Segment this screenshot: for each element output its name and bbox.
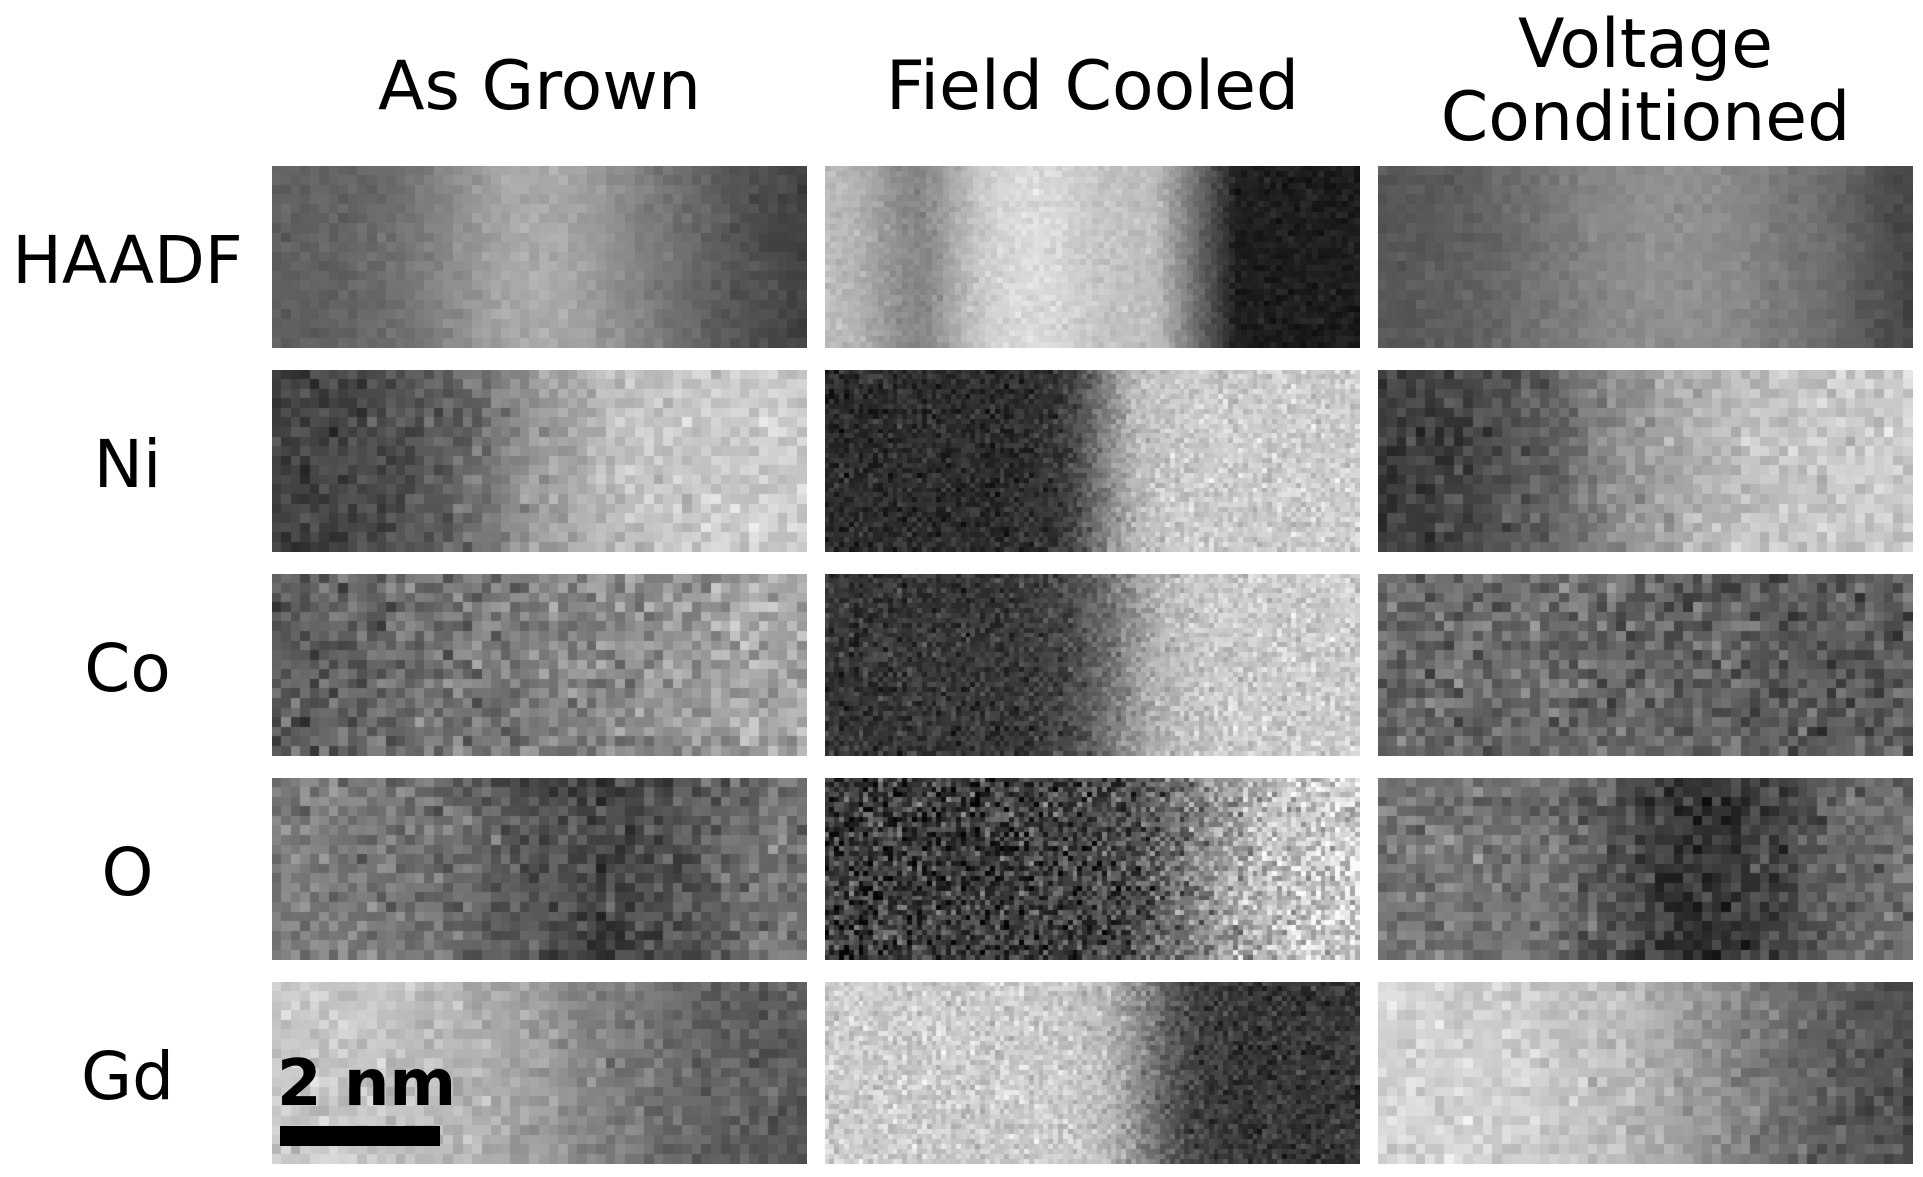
column-title-voltage-conditioned: Voltage Conditioned [1378, 8, 1913, 155]
map-co-as-grown [272, 574, 807, 756]
map-co-voltage-conditioned [1378, 574, 1913, 756]
map-ni-as-grown [272, 370, 807, 552]
row-label-o: O [0, 840, 255, 906]
map-haadf-as-grown [272, 166, 807, 348]
map-gd-voltage-conditioned [1378, 982, 1913, 1164]
column-title-as-grown: As Grown [272, 50, 807, 123]
map-haadf-voltage-conditioned [1378, 166, 1913, 348]
row-label-co: Co [0, 636, 255, 702]
map-o-voltage-conditioned [1378, 778, 1913, 960]
map-o-as-grown [272, 778, 807, 960]
scale-bar [280, 1126, 440, 1146]
column-title-field-cooled: Field Cooled [825, 50, 1360, 123]
row-label-gd: Gd [0, 1044, 255, 1110]
map-ni-voltage-conditioned [1378, 370, 1913, 552]
map-co-field-cooled [825, 574, 1360, 756]
map-o-field-cooled [825, 778, 1360, 960]
map-haadf-field-cooled [825, 166, 1360, 348]
map-gd-field-cooled [825, 982, 1360, 1164]
row-label-haadf: HAADF [0, 228, 255, 294]
map-ni-field-cooled [825, 370, 1360, 552]
scale-bar-label: 2 nm [277, 1052, 456, 1116]
row-label-ni: Ni [0, 432, 255, 498]
